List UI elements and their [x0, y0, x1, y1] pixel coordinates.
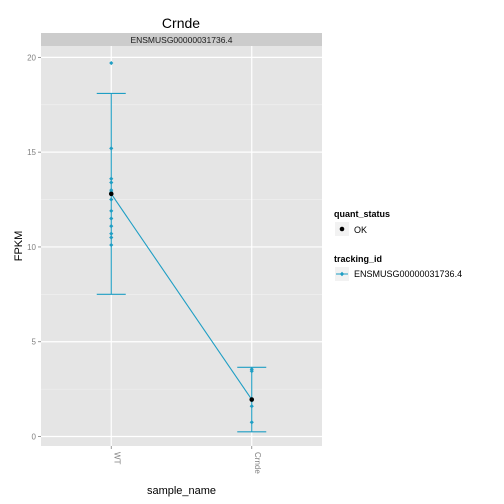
y-tick-label: 20: [27, 53, 36, 62]
replicate-point: [249, 369, 254, 374]
replicate-point: [109, 223, 114, 229]
replicate-point: [109, 231, 114, 236]
replicate-point: [109, 216, 114, 221]
legend-tracking-point: [339, 271, 345, 277]
series-line: [110, 193, 253, 400]
legend-tracking-id: tracking_id ENSMUSG00000031736.4: [334, 254, 462, 281]
replicate-point: [109, 146, 114, 151]
legend-quant-status-title: quant_status: [334, 209, 390, 219]
facet-strip: [41, 33, 322, 46]
replicate-point: [249, 420, 254, 425]
x-tick-label: WT: [112, 452, 121, 465]
y-tick-label: 10: [27, 243, 36, 252]
mean-point: [108, 191, 114, 197]
replicate-point: [109, 242, 114, 248]
y-axis-title: FPKM: [13, 231, 25, 262]
replicate-point: [109, 176, 114, 181]
legend-tracking-label: ENSMUSG00000031736.4: [354, 269, 462, 279]
chart-title: Crnde: [162, 15, 200, 31]
legend-tracking-id-title: tracking_id: [334, 254, 382, 264]
x-tick-label: Crnde: [253, 452, 262, 474]
legend-quant-status: quant_status OK: [334, 209, 390, 236]
data-marks: [96, 60, 267, 433]
replicate-point: [109, 180, 114, 185]
plot-panel: [41, 46, 322, 446]
x-axis: WT Crnde: [110, 446, 262, 474]
replicate-point: [109, 197, 114, 202]
y-tick-label: 5: [32, 338, 37, 347]
y-axis: 0 5 10 15 20: [27, 53, 41, 442]
y-tick-label: 15: [27, 148, 36, 157]
legend-ok-label: OK: [354, 225, 367, 235]
replicate-point: [109, 60, 114, 66]
legend-ok-point: [339, 226, 345, 232]
y-tick-label: 0: [32, 433, 37, 442]
x-axis-title: sample_name: [147, 485, 216, 497]
facet-label: ENSMUSG00000031736.4: [130, 35, 232, 45]
replicate-point: [109, 235, 114, 240]
mean-point: [249, 397, 255, 402]
replicate-point: [109, 208, 114, 214]
replicate-point: [249, 404, 254, 409]
